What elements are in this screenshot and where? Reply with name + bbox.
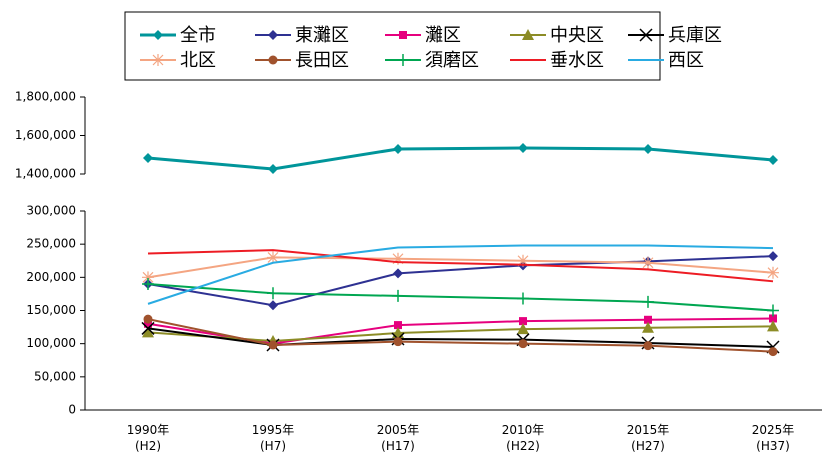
point [517, 254, 529, 267]
x-tick-label: 1990年 (H2) [126, 423, 170, 452]
point [392, 289, 404, 302]
legend-label: 長田区 [295, 50, 349, 71]
point [518, 143, 528, 154]
legend-label: 全市 [180, 25, 216, 46]
y-tick-label: 150,000 [26, 303, 76, 317]
legend-label: 北区 [180, 50, 216, 71]
legend-label: 西区 [668, 50, 704, 71]
legend-label: 兵庫区 [668, 25, 722, 46]
legend-marker [153, 30, 163, 40]
y-tick-label: 1,400,000 [15, 167, 76, 181]
point [268, 300, 278, 311]
point [143, 314, 153, 324]
y-tick-label: 1,800,000 [15, 90, 76, 104]
point [267, 287, 279, 300]
x-tick-label: 2010年 (H22) [501, 423, 545, 452]
legend-label: 灘区 [425, 25, 461, 46]
point [644, 315, 652, 324]
point [519, 317, 527, 326]
y-tick-label: 0 [68, 403, 76, 417]
legend-label: 東灘区 [295, 25, 349, 46]
point [767, 320, 779, 332]
point [768, 154, 778, 165]
point [643, 341, 653, 351]
legend-marker [152, 54, 164, 66]
series-line [147, 249, 774, 283]
x-tick-label: 2015年 (H27) [626, 423, 670, 452]
y-tick-label: 300,000 [26, 204, 76, 218]
y-tick-label: 100,000 [26, 336, 76, 350]
series-line [147, 318, 774, 353]
point [517, 323, 529, 335]
point [768, 347, 778, 357]
point [142, 271, 154, 284]
legend-marker [268, 30, 278, 40]
y-tick-label: 50,000 [34, 369, 76, 383]
point [268, 163, 278, 174]
point [392, 252, 404, 265]
point [393, 337, 403, 347]
series-line [147, 282, 774, 312]
y-tick-label: 250,000 [26, 237, 76, 251]
legend-marker [639, 28, 653, 42]
point [518, 339, 528, 349]
legend-label: 中央区 [550, 25, 604, 46]
point [144, 319, 152, 328]
series-line [147, 255, 774, 307]
legend-label: 須磨区 [425, 50, 479, 71]
series-line [147, 244, 774, 305]
series-line [147, 325, 774, 343]
point [767, 266, 779, 279]
y-tick-label: 200,000 [26, 270, 76, 284]
point [141, 321, 155, 335]
point [769, 314, 777, 323]
x-tick-label: 1995年 (H7) [251, 423, 295, 452]
series-line [147, 146, 774, 171]
point [142, 326, 154, 338]
point [142, 277, 154, 290]
series-line [147, 327, 774, 348]
point [393, 268, 403, 279]
legend-box [124, 11, 661, 81]
point [642, 295, 654, 308]
point [394, 321, 402, 330]
point [268, 340, 278, 350]
point [642, 256, 654, 269]
x-tick-label: 2005年 (H17) [376, 423, 420, 452]
legend-label: 垂水区 [550, 50, 604, 71]
point [643, 143, 653, 154]
legend-marker [522, 29, 534, 40]
legend-marker [399, 31, 407, 39]
point [768, 251, 778, 262]
legend-marker [268, 55, 278, 65]
point [517, 292, 529, 305]
series-line [147, 256, 774, 279]
point [393, 143, 403, 154]
y-tick-label: 1,600,000 [15, 128, 76, 142]
point [267, 251, 279, 264]
point [642, 321, 654, 333]
legend-marker [397, 54, 409, 66]
x-tick-label: 2025年 (H37) [751, 423, 795, 452]
point [143, 153, 153, 164]
point [767, 304, 779, 317]
